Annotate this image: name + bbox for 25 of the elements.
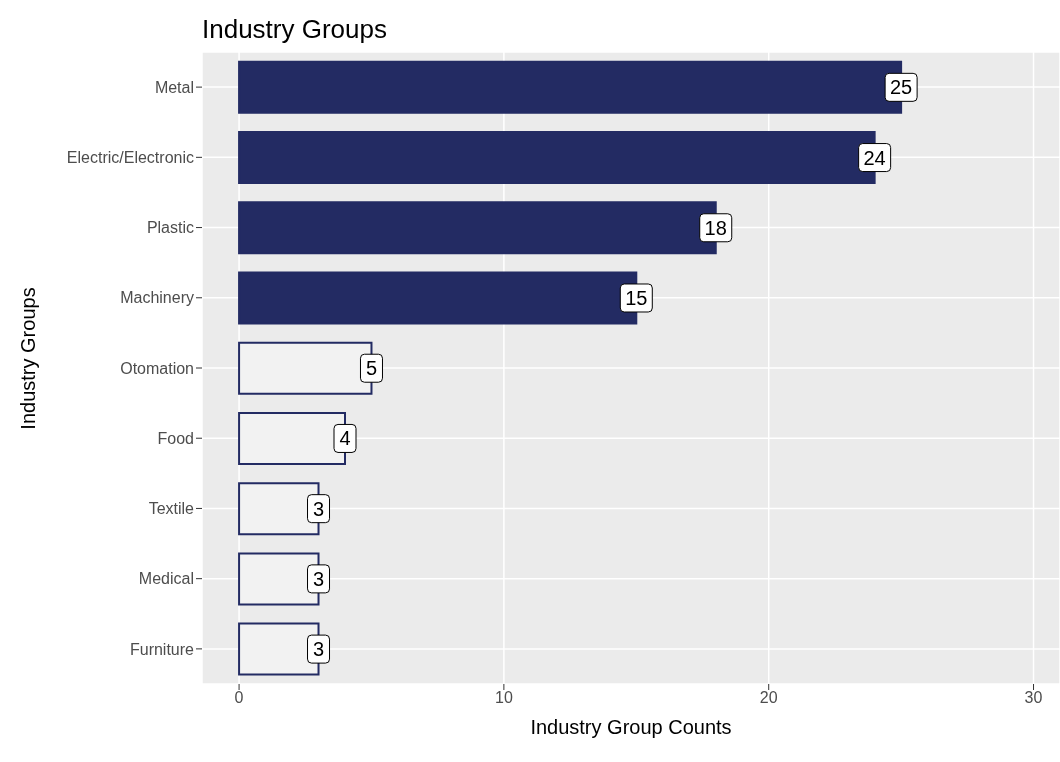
x-tick-label: 0	[234, 689, 244, 707]
y-tick-label: Textile	[148, 500, 195, 518]
data-label: 24	[863, 146, 886, 169]
y-axis-title: Industry Groups	[16, 286, 40, 430]
x-axis-title: Industry Group Counts	[529, 716, 733, 739]
data-label: 15	[625, 287, 648, 309]
y-tick-label: Machinery	[120, 289, 194, 307]
y-tick-label: Furniture	[129, 640, 195, 658]
data-label: 25	[889, 76, 913, 99]
x-tick-label: 20	[759, 689, 778, 707]
y-tick-label: Food	[157, 429, 194, 447]
data-label: 18	[704, 216, 727, 239]
y-tick-label: Plastic	[146, 219, 194, 237]
y-tick-label: Metal	[154, 78, 194, 96]
y-tick-label: Otomation	[120, 359, 194, 377]
data-label: 5	[365, 357, 378, 380]
data-label: 3	[312, 638, 325, 661]
chart-title: Industry Groups	[202, 14, 387, 45]
data-label: 3	[312, 567, 325, 590]
data-label: 3	[312, 497, 325, 520]
x-tick-label: 30	[1024, 689, 1043, 707]
y-tick-label: Medical	[138, 570, 194, 588]
data-label: 4	[339, 427, 351, 450]
y-tick-label: Electric/Electronic	[66, 149, 194, 167]
x-tick-label: 10	[494, 689, 513, 707]
